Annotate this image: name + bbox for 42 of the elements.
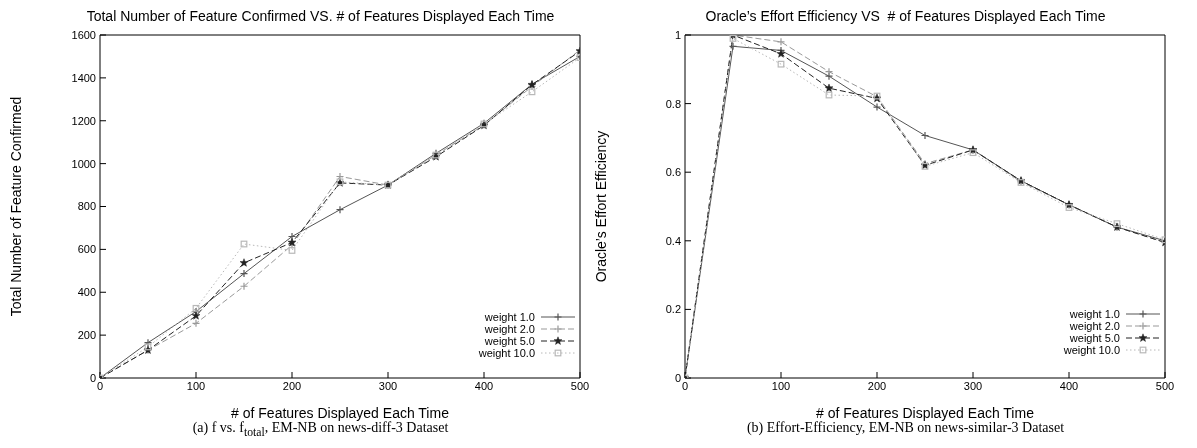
legend-label: weight 2.0	[1069, 320, 1120, 332]
y-tick-label: 800	[77, 200, 96, 213]
x-tick-label: 0	[96, 379, 104, 392]
x-tick-label: 300	[378, 379, 398, 392]
chart-title: Oracle’s Effort Efficiency VS # of Features Displayed Each Time	[704, 8, 1107, 26]
x-tick-label: 500	[570, 379, 590, 392]
y-tick-label: 0.8	[665, 97, 681, 110]
y-tick-label: 1600	[71, 28, 96, 41]
y-axis-title: Total Number of Feature Confirmed	[7, 96, 24, 317]
x-tick-label: 400	[474, 379, 494, 392]
legend-label: weight 10.0	[478, 346, 535, 359]
x-tick-label: 200	[282, 379, 302, 392]
x-axis-title: # of Features Displayed Each Time	[816, 405, 1035, 421]
x-axis-title: # of Features Displayed Each Time	[231, 405, 450, 421]
y-tick-label: 1000	[71, 157, 96, 170]
x-tick-label: 100	[771, 379, 791, 392]
x-tick-label: 200	[867, 379, 887, 392]
y-tick-label: 0.2	[665, 303, 681, 316]
y-tick-label: 600	[77, 243, 96, 256]
x-tick-label: 300	[963, 379, 983, 392]
legend-label: weight 1.0	[1069, 308, 1120, 320]
legend-label: weight 1.0	[484, 310, 535, 323]
x-tick-label: 400	[1059, 379, 1079, 392]
y-axis-title: Oracle’s Effort Efficiency	[592, 130, 609, 283]
y-tick-label: 0	[674, 371, 681, 384]
y-tick-label: 1	[674, 28, 681, 41]
legend-label: weight 10.0	[1063, 344, 1120, 356]
chart-title: Total Number of Feature Confirmed VS. # of Features Displayed Each Time	[85, 8, 556, 26]
y-tick-label: 0.4	[665, 234, 681, 247]
y-tick-label: 0	[89, 371, 96, 384]
y-tick-label: 1400	[71, 71, 96, 84]
legend-label: weight 5.0	[1069, 332, 1120, 344]
legend-label: weight 5.0	[484, 334, 535, 347]
y-tick-label: 1200	[71, 114, 96, 127]
y-tick-label: 0.6	[665, 166, 681, 179]
x-tick-label: 100	[186, 379, 206, 392]
x-tick-label: 500	[1155, 379, 1175, 392]
y-tick-label: 200	[77, 329, 96, 342]
y-tick-label: 400	[77, 286, 96, 299]
text: (b) Effort-Efficiency, EM-NB on news-similar-3 Dataset	[745, 420, 1066, 436]
text: (a) f vs. f$_{total}$, EM-NB on news-diff-3 Dataset	[191, 420, 450, 439]
legend-label: weight 2.0	[484, 322, 535, 335]
